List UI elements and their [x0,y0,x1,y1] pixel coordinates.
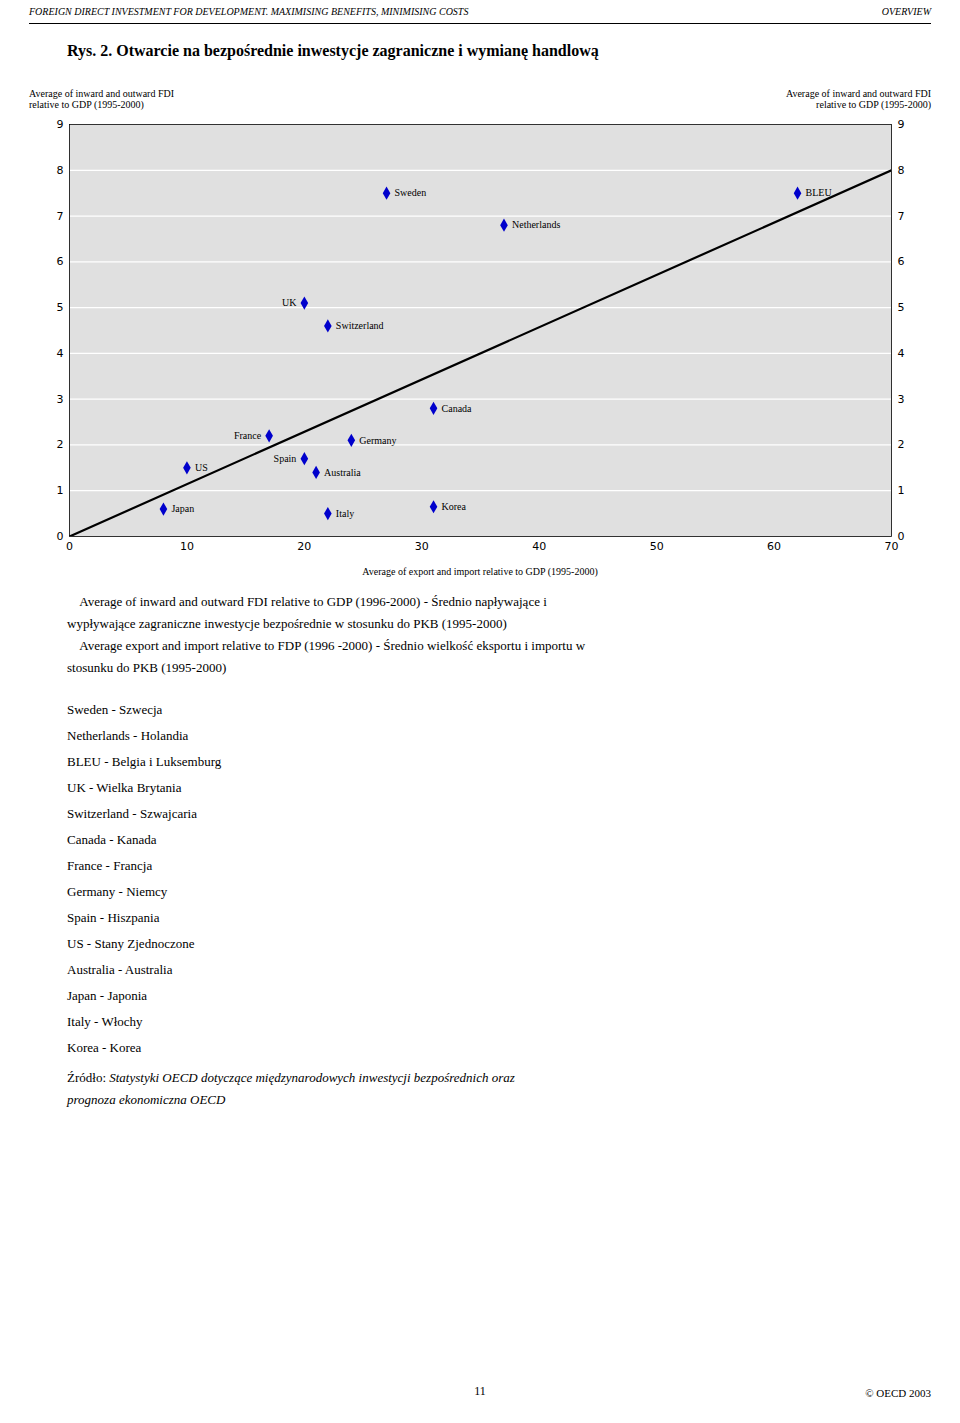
svg-text:Canada: Canada [442,403,473,414]
html-text:Italy - Włochy: Italy - Włochy [67,1014,143,1029]
html-text:US - Stany Zjednoczone: US - Stany Zjednoczone [67,936,195,951]
html-text:Germany - Niemcy: Germany - Niemcy [67,884,168,899]
svg-text:7: 7 [57,210,64,223]
html-text:wypływające zagraniczne inwest: wypływające zagraniczne inwestycje bezpo… [67,616,507,631]
svg-text:8: 8 [57,164,64,177]
svg-text:Italy: Italy [336,508,354,519]
svg-text:BLEU: BLEU [806,187,833,198]
html-text:Japan - Japonia: Japan - Japonia [67,988,148,1003]
svg-text:6: 6 [898,255,905,268]
svg-text:9: 9 [898,118,905,131]
svg-text:2: 2 [57,438,64,451]
html-text:Average export and import rela: Average export and import relative to FD… [67,638,586,653]
svg-text:5: 5 [898,301,905,314]
svg-text:40: 40 [532,540,546,553]
svg-text:7: 7 [898,210,905,223]
svg-text:1: 1 [898,484,905,497]
html-text:11: 11 [474,1384,486,1398]
svg-text:Sweden: Sweden [395,187,427,198]
svg-text:10: 10 [180,540,194,553]
svg-text:Spain: Spain [274,453,297,464]
svg-text:4: 4 [898,347,905,360]
svg-text:9: 9 [57,118,64,131]
svg-text:50: 50 [650,540,664,553]
html-text:Źródło: Statystyki OECD dotycz: Źródło: Statystyki OECD dotyczące między… [67,1070,515,1085]
html-text:Sweden - Szwecja: Sweden - Szwecja [67,702,163,717]
html-text:Canada - Kanada: Canada - Kanada [67,832,157,847]
html-text:Average of inward and outward: Average of inward and outward FDI relati… [67,594,547,609]
html-text:UK - Wielka Brytania: UK - Wielka Brytania [67,780,182,795]
html-text:France - Francja: France - Francja [67,858,153,873]
html-text:Average of inward and outward: Average of inward and outward FDI relati… [29,88,174,110]
html-text:Spain - Hiszpania: Spain - Hiszpania [67,910,160,925]
svg-text:5: 5 [57,301,64,314]
svg-text:6: 6 [57,255,64,268]
svg-text:US: US [195,462,208,473]
html-text:Korea - Korea: Korea - Korea [67,1040,142,1055]
html-text:BLEU - Belgia i Luksemburg: BLEU - Belgia i Luksemburg [67,754,222,769]
svg-text:8: 8 [898,164,905,177]
html-text:FOREIGN DIRECT INVESTMENT FOR: FOREIGN DIRECT INVESTMENT FOR DEVELOPMEN… [29,6,469,17]
svg-text:1: 1 [57,484,64,497]
svg-text:3: 3 [57,393,64,406]
html-text:Switzerland - Szwajcaria: Switzerland - Szwajcaria [67,806,197,821]
svg-text:2: 2 [898,438,905,451]
svg-text:0: 0 [57,530,64,543]
html-text:Netherlands - Holandia: Netherlands - Holandia [67,728,189,743]
html-text:Australia - Australia: Australia - Australia [67,962,173,977]
svg-text:Japan: Japan [171,503,194,514]
svg-text:70: 70 [885,540,899,553]
svg-text:30: 30 [415,540,429,553]
html-text:stosunku do PKB (1995-2000): stosunku do PKB (1995-2000) [67,660,227,675]
svg-text:60: 60 [767,540,781,553]
svg-text:3: 3 [898,393,905,406]
svg-text:Switzerland: Switzerland [336,320,384,331]
html-text:Average of inward and outward: Average of inward and outward FDI relati… [786,88,931,110]
svg-text:Australia: Australia [324,467,361,478]
svg-text:Netherlands: Netherlands [512,219,560,230]
html-text:© OECD 2003: © OECD 2003 [865,1387,931,1399]
svg-text:4: 4 [57,347,64,360]
svg-text:Korea: Korea [442,501,467,512]
svg-text:0: 0 [898,530,905,543]
html-text:Average of export and import r: Average of export and import relative to… [362,566,598,577]
html-text:Rys. 2. Otwarcie na bezpośredn: Rys. 2. Otwarcie na bezpośrednie inwesty… [67,42,599,59]
svg-text:France: France [234,430,262,441]
svg-text:Germany: Germany [359,435,396,446]
html-text:prognoza ekonomiczna OECD: prognoza ekonomiczna OECD [67,1092,226,1107]
svg-text:0: 0 [66,540,73,553]
svg-text:20: 20 [297,540,311,553]
html-text:OVERVIEW: OVERVIEW [881,6,931,17]
svg-text:UK: UK [282,297,297,308]
